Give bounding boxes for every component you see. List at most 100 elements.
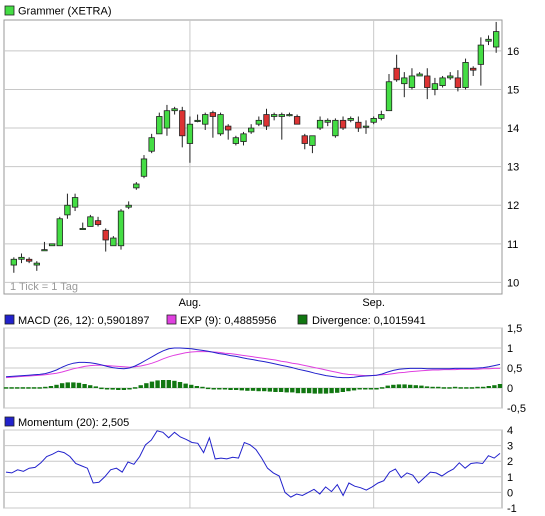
candle-body-up <box>447 75 454 79</box>
divergence-bar <box>424 386 430 388</box>
divergence-bar <box>239 388 244 391</box>
divergence-bar <box>172 380 177 388</box>
candle-body-down <box>470 67 477 71</box>
macd-legend-bar <box>4 312 502 327</box>
macd-y-tick-label: 0 <box>507 383 513 395</box>
divergence-bar <box>385 385 390 388</box>
candle <box>179 106 186 148</box>
divergence-bar <box>306 388 312 394</box>
candle-body-up <box>79 227 86 230</box>
candle <box>240 131 247 146</box>
divergence-bar <box>194 386 200 388</box>
divergence-bar <box>93 386 99 388</box>
momentum-grid <box>4 429 502 509</box>
divergence-bar <box>368 388 374 390</box>
momentum-y-tick-label: 2 <box>507 456 513 468</box>
momentum-legend-bar <box>4 414 502 429</box>
exp-legend-label: EXP (9): 0,4885956 <box>180 315 276 327</box>
candle <box>255 116 262 127</box>
momentum-y-axis: -1 0 1 2 3 4 <box>507 425 517 515</box>
candle <box>48 243 56 247</box>
candle-body-up <box>156 116 163 135</box>
candle <box>148 133 155 154</box>
candle-body-up <box>125 204 132 208</box>
candle <box>171 106 178 115</box>
price-y-tick-label: 13 <box>507 162 519 174</box>
price-legend-swatch <box>4 5 15 16</box>
macd-y-tick-label: 1 <box>507 343 513 355</box>
divergence-bar <box>318 388 323 394</box>
divergence-bar <box>48 386 54 388</box>
divergence-bar <box>183 383 188 388</box>
divergence-bar <box>26 387 31 389</box>
momentum-y-tick-label: 1 <box>507 472 513 484</box>
divergence-bar <box>121 388 127 390</box>
candle <box>424 68 431 100</box>
candle <box>431 77 439 96</box>
divergence-bar <box>76 382 82 388</box>
candle <box>332 118 339 138</box>
divergence-bar <box>363 388 368 390</box>
divergence-bar <box>256 388 261 392</box>
candle <box>94 216 102 227</box>
momentum-plot-area <box>3 429 503 509</box>
candle <box>286 112 293 117</box>
divergence-bar <box>480 386 486 389</box>
candle <box>370 116 377 125</box>
candle <box>209 110 217 138</box>
candle-body-up <box>408 75 416 88</box>
divergence-bar <box>104 388 110 390</box>
candle <box>248 124 255 134</box>
candle-body-up <box>202 114 209 125</box>
divergence-bar <box>402 384 407 388</box>
divergence-bar <box>149 381 155 388</box>
candle <box>87 214 94 227</box>
momentum-y-tick-label: 3 <box>507 441 513 453</box>
candle-body-down <box>179 110 186 137</box>
candle-body-up <box>148 137 155 152</box>
divergence-bar <box>346 388 351 392</box>
candle-body-up <box>248 127 255 133</box>
candle-body-down <box>301 135 308 144</box>
macd-y-tick-label: 1,5 <box>507 323 522 335</box>
candle-body-up <box>163 110 171 129</box>
momentum-series-line <box>5 430 501 498</box>
macd-line <box>5 347 501 379</box>
price-x-tick-label: Sep. <box>362 297 385 309</box>
candle <box>163 104 171 136</box>
candle <box>125 201 132 210</box>
divergence-bar <box>447 387 452 389</box>
candle-body-up <box>232 137 240 144</box>
divergence-bar <box>407 384 413 388</box>
divergence-bar <box>290 388 295 393</box>
exp-signal-line <box>5 351 500 379</box>
divergence-bar <box>351 388 357 391</box>
candle-body-down <box>25 258 33 262</box>
divergence-bar <box>436 386 441 389</box>
candle-body-down <box>225 125 232 131</box>
divergence-bar <box>469 387 475 389</box>
divergence-bar <box>144 383 149 388</box>
candle-body-up <box>140 158 148 177</box>
divergence-bar <box>312 388 317 394</box>
divergence-bar <box>273 388 278 392</box>
candle-body-down <box>393 67 400 81</box>
candle-body-up <box>117 210 125 247</box>
divergence-bar <box>43 386 48 389</box>
candle-body-up <box>33 262 40 266</box>
candle <box>117 209 125 250</box>
candlestick-series <box>10 21 500 273</box>
exp-legend-swatch <box>166 314 177 325</box>
candle <box>339 116 347 130</box>
candle-body-down <box>209 112 217 117</box>
candle-body-up <box>493 31 500 48</box>
candle-body-up <box>439 77 446 87</box>
divergence-bar <box>88 385 93 388</box>
candle-body-up <box>385 81 393 112</box>
divergence-bar <box>464 387 469 389</box>
price-y-axis: 10 11 12 13 14 15 16 <box>507 46 519 290</box>
candle-body-up <box>362 125 370 128</box>
divergence-bar <box>486 386 491 388</box>
divergence-bar <box>59 383 65 388</box>
divergence-bar <box>497 384 503 388</box>
